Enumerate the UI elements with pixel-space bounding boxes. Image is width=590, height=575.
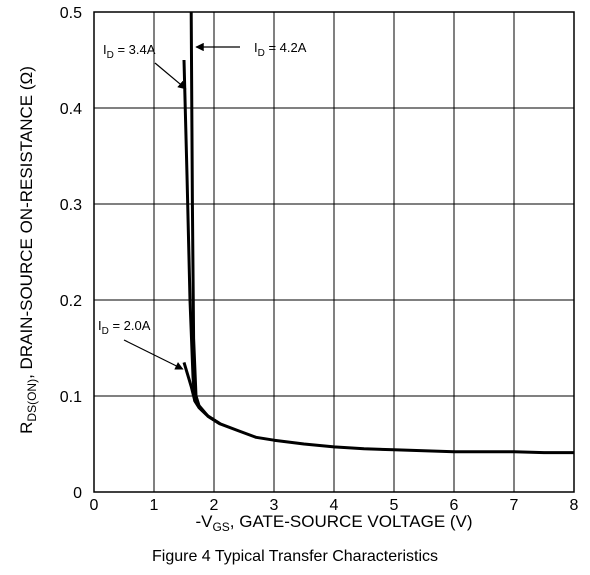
y-tick-label: 0.1 xyxy=(60,389,82,406)
annotation-label: ID = 4.2A xyxy=(254,40,307,59)
x-tick-label: 1 xyxy=(150,497,159,514)
curve-series-1 xyxy=(182,59,221,426)
y-tick-label: 0.4 xyxy=(60,101,82,118)
annotation-arrow xyxy=(123,339,184,370)
x-tick-label: 3 xyxy=(270,497,279,514)
figure-caption: Figure 4 Typical Transfer Characteristic… xyxy=(151,548,439,565)
x-tick-label: 6 xyxy=(450,497,459,514)
plot-frame xyxy=(93,11,575,493)
x-tick-label: 7 xyxy=(510,497,519,514)
grid xyxy=(93,11,575,493)
annotation-label: ID = 3.4A xyxy=(103,42,156,61)
y-tick-label: 0.5 xyxy=(60,5,82,22)
x-tick-labels: 0 1 2 3 4 5 6 7 8 xyxy=(90,497,579,514)
x-tick-label: 4 xyxy=(330,497,339,514)
x-axis-label: -VGS, GATE-SOURCE VOLTAGE (V) xyxy=(195,512,472,534)
x-tick-label: 5 xyxy=(390,497,399,514)
annotation-label: ID = 2.0A xyxy=(98,318,151,337)
y-tick-labels: 0 0.1 0.2 0.3 0.4 0.5 xyxy=(60,5,82,502)
x-tick-label: 2 xyxy=(210,497,219,514)
y-tick-label: 0.2 xyxy=(60,293,82,310)
y-tick-label: 0.3 xyxy=(60,197,82,214)
annotation-arrow xyxy=(154,62,187,90)
x-tick-label: 0 xyxy=(90,497,99,514)
y-axis-label: RDS(ON), DRAIN-SOURCE ON-RESISTANCE (Ω) xyxy=(17,66,39,434)
curve-series-2 xyxy=(189,11,221,426)
y-tick-label: 0 xyxy=(73,485,82,502)
annotations: ID = 3.4A ID = 4.2A ID = 2.0A xyxy=(98,40,307,370)
curves xyxy=(182,11,574,455)
x-tick-label: 8 xyxy=(570,497,579,514)
curve-series-0 xyxy=(182,361,574,455)
